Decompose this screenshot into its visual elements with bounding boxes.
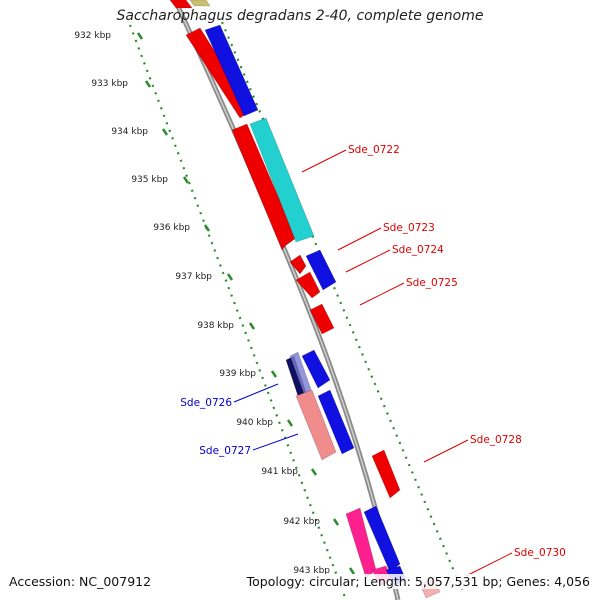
- scale-tick-label: 942 kbp: [283, 517, 320, 527]
- scale-tick-label: 939 kbp: [219, 369, 256, 379]
- gene-block-red-6: [371, 449, 401, 499]
- scale-tick-mark: [144, 80, 152, 88]
- gene-label: Sde_0722: [348, 144, 400, 156]
- gene-label: Sde_0727: [199, 445, 251, 457]
- gene-label-leader-line: [252, 433, 299, 451]
- gene-label: Sde_0725: [406, 277, 458, 289]
- genome-backbone: [172, 0, 401, 600]
- gene-label: Sde_0724: [392, 244, 444, 256]
- scale-tick-label: 934 kbp: [111, 127, 148, 137]
- scale-tick-mark: [203, 224, 211, 232]
- genome-title: Saccharophagus degradans 2-40, complete …: [116, 8, 484, 24]
- gene-block-red-3: [289, 254, 307, 275]
- outer-dotted-line: [220, 21, 464, 591]
- scale-tick-mark: [270, 370, 278, 378]
- gene-label-leader-line: [359, 282, 405, 306]
- gene-label-leader-line: [337, 227, 382, 251]
- scale-tick-mark: [226, 273, 234, 281]
- scale-tick-label: 940 kbp: [236, 418, 273, 428]
- scale-tick-label: 935 kbp: [131, 175, 168, 185]
- scale-tick-label: 932 kbp: [74, 31, 111, 41]
- genome-backbone-highlight: [174, 0, 399, 600]
- gene-label-leader-line: [465, 552, 513, 577]
- scale-tick-mark: [348, 567, 356, 575]
- genome-summary-text: Topology: circular; Length: 5,057,531 bp…: [246, 574, 590, 589]
- gene-label-leader-line: [345, 249, 391, 273]
- gene-block-pink-1: [295, 389, 337, 461]
- gene-block-top-red: [169, 0, 193, 9]
- scale-tick-label: 943 kbp: [293, 566, 330, 576]
- scale-tick-label: 937 kbp: [175, 272, 212, 282]
- scale-tick-mark: [310, 468, 318, 476]
- gene-label-leader-line: [233, 383, 279, 403]
- gene-label: Sde_0726: [180, 397, 232, 409]
- scale-tick-mark: [136, 32, 144, 40]
- scale-tick-label: 941 kbp: [261, 467, 298, 477]
- gene-block-red-2: [231, 123, 297, 251]
- gene-block-blue-1: [204, 24, 259, 117]
- gene-block-red-4: [295, 271, 321, 299]
- gene-block-blue-3: [301, 349, 331, 389]
- gene-block-blue-5: [363, 505, 401, 573]
- gene-label: Sde_0728: [470, 434, 522, 446]
- gene-block-blue-4: [317, 389, 355, 455]
- gene-label: Sde_0730: [514, 547, 566, 559]
- scale-tick-mark: [182, 176, 190, 184]
- scale-tick-mark: [332, 518, 340, 526]
- gene-label-leader-line: [423, 439, 469, 463]
- scale-tick-label: 936 kbp: [153, 223, 190, 233]
- scale-tick-mark: [248, 322, 256, 330]
- gene-block-red-5: [309, 303, 335, 335]
- accession-text: Accession: NC_007912: [9, 574, 152, 589]
- gene-block-cyan-1: [249, 117, 315, 243]
- scale-tick-label: 933 kbp: [91, 79, 128, 89]
- gene-label-leader-line: [301, 149, 347, 173]
- gene-block-blue-2: [305, 249, 337, 291]
- scale-tick-label: 938 kbp: [197, 321, 234, 331]
- scale-tick-mark: [286, 419, 294, 427]
- gene-label: Sde_0723: [383, 222, 435, 234]
- scale-tick-mark: [161, 128, 169, 136]
- gene-block-top-olive: [189, 0, 211, 7]
